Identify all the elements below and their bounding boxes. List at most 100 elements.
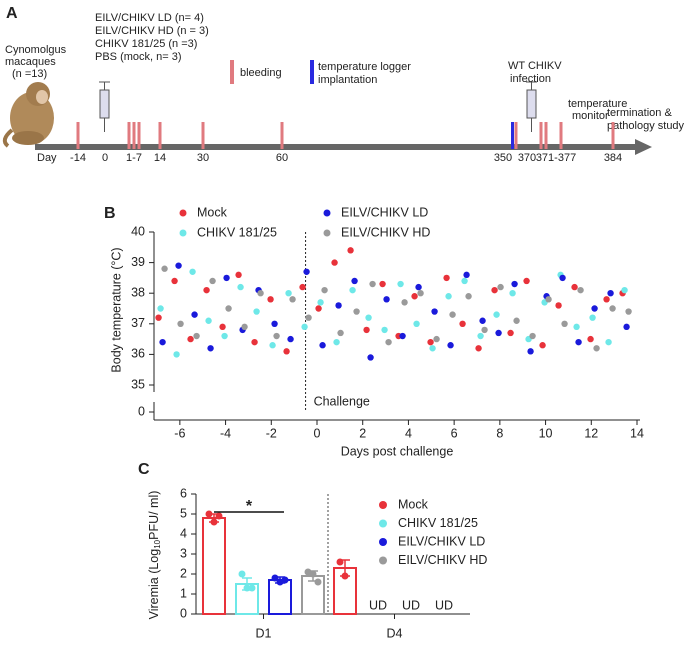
data-point — [319, 342, 326, 349]
legend-marker — [323, 209, 331, 217]
value-label: UD — [402, 598, 420, 612]
subject-label: Cynomolgus — [5, 44, 67, 56]
data-point — [251, 338, 258, 346]
event-label: termination & — [607, 107, 672, 119]
event-label: pathology study — [607, 120, 685, 132]
data-point — [509, 290, 516, 297]
data-point — [417, 290, 424, 297]
y-axis-label-part: 10 — [153, 539, 162, 548]
data-point — [223, 274, 230, 282]
y-tick-label: 39 — [131, 255, 145, 269]
data-point — [301, 323, 308, 331]
legend-label: Mock — [398, 497, 429, 511]
data-point — [337, 329, 344, 337]
syringe — [99, 81, 537, 132]
data-point — [577, 286, 584, 294]
legend-marker — [379, 538, 387, 546]
data-point — [215, 512, 223, 520]
data-point — [431, 308, 438, 315]
data-point — [315, 305, 322, 312]
data-point — [335, 302, 342, 309]
data-point — [449, 311, 456, 318]
data-point — [281, 576, 289, 584]
data-point — [269, 342, 276, 349]
legend-label: implantation — [318, 74, 377, 86]
data-point — [379, 280, 386, 288]
data-point — [491, 286, 498, 294]
monkey-illustration — [2, 82, 54, 148]
data-point — [609, 305, 616, 312]
data-point — [205, 317, 212, 324]
data-point — [589, 314, 596, 321]
x-tick-label: -2 — [266, 426, 277, 440]
value-label: UD — [435, 598, 453, 612]
event-label: infection — [510, 73, 551, 85]
x-tick-label: 8 — [496, 426, 503, 440]
data-point — [177, 320, 184, 327]
data-point — [289, 296, 296, 303]
legend-marker — [323, 229, 331, 237]
legend-label: CHIKV 181/25 — [197, 225, 277, 239]
timeline — [35, 60, 652, 155]
panel-label: B — [104, 205, 116, 222]
x-tick-label: 0 — [314, 426, 321, 440]
panel-label: C — [138, 461, 150, 478]
day-tick-label: 371-377 — [536, 152, 576, 164]
data-point — [305, 314, 312, 321]
y-axis-label-part: Viremia (Log — [147, 549, 161, 620]
data-point — [545, 296, 552, 303]
data-point — [573, 323, 580, 331]
bar — [202, 517, 226, 615]
day-tick-label: -14 — [70, 152, 86, 164]
data-point — [479, 317, 486, 324]
bleeding-mark — [539, 122, 543, 149]
logger-mark — [511, 122, 514, 149]
data-point — [497, 283, 504, 291]
data-point — [303, 268, 310, 275]
event-label: temperature — [568, 98, 627, 110]
x-tick-label: D4 — [387, 626, 403, 640]
data-point — [571, 283, 578, 291]
data-point — [587, 335, 594, 343]
data-point — [513, 317, 520, 324]
data-point — [317, 299, 324, 306]
x-tick-label: 4 — [405, 426, 412, 440]
data-point — [397, 280, 404, 288]
data-point — [193, 332, 200, 340]
legend-label: temperature logger — [318, 61, 411, 73]
data-point — [271, 574, 279, 582]
y-tick-label: 6 — [180, 486, 187, 500]
value-label: UD — [369, 598, 387, 612]
legend-label: EILV/CHIKV HD — [398, 553, 487, 567]
data-point — [415, 283, 422, 291]
bleeding-mark — [132, 122, 136, 149]
data-point — [411, 293, 418, 300]
data-point — [205, 510, 213, 518]
data-point — [347, 247, 354, 254]
y-tick-label: 38 — [131, 285, 145, 299]
day-tick-label: 60 — [276, 152, 288, 164]
data-point — [175, 262, 182, 269]
data-point — [331, 259, 338, 266]
legend-marker — [379, 501, 387, 509]
x-tick-label: -6 — [174, 426, 185, 440]
data-point — [309, 570, 317, 578]
day-tick-label: 0 — [102, 152, 108, 164]
event-label: WT CHIKV — [508, 60, 562, 72]
data-point — [591, 305, 598, 312]
y-tick-label: 2 — [180, 566, 187, 580]
data-point — [607, 290, 614, 297]
x-tick-label: -4 — [220, 426, 231, 440]
bleeding-mark — [514, 122, 518, 149]
data-point — [605, 338, 612, 346]
day-tick-label: 14 — [154, 152, 166, 164]
legend-marker — [179, 209, 187, 217]
data-point — [401, 299, 408, 306]
data-point — [353, 308, 360, 315]
y-tick-label: 35 — [131, 377, 145, 391]
group-label: EILV/CHIKV LD (n= 4) — [95, 12, 204, 24]
data-point — [243, 584, 251, 592]
y-tick-label: 37 — [131, 316, 145, 330]
data-point — [225, 305, 232, 312]
data-point — [336, 558, 344, 566]
